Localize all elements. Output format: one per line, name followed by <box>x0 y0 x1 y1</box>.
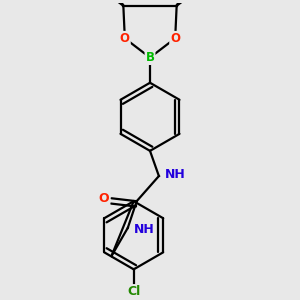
Text: O: O <box>99 192 110 205</box>
Text: O: O <box>120 32 130 45</box>
Text: Cl: Cl <box>127 285 140 298</box>
Text: O: O <box>170 32 180 45</box>
Text: NH: NH <box>165 168 186 181</box>
Text: NH: NH <box>134 223 154 236</box>
Text: B: B <box>146 51 154 64</box>
